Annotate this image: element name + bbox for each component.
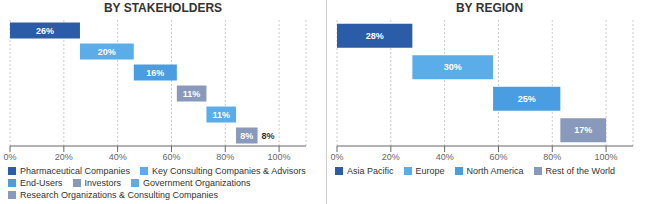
svg-text:11%: 11%: [183, 89, 201, 99]
svg-text:100%: 100%: [595, 152, 618, 162]
svg-text:60%: 60%: [489, 152, 507, 162]
html-text:Government Organizations: Government Organizations: [143, 178, 251, 188]
html-text:End-Users: End-Users: [20, 178, 63, 188]
svg-text:16%: 16%: [146, 68, 164, 78]
svg-text:20%: 20%: [55, 152, 73, 162]
svg-text:20%: 20%: [98, 47, 116, 57]
svg-text:20%: 20%: [382, 152, 400, 162]
html-text:Investors: Investors: [84, 178, 121, 188]
html-text:Europe: Europe: [415, 166, 445, 176]
html-text:Pharmaceutical Companies: Pharmaceutical Companies: [20, 166, 131, 176]
html-text:Asia Pacific: Asia Pacific: [347, 166, 394, 176]
svg-text:8%: 8%: [240, 131, 253, 141]
svg-text:80%: 80%: [543, 152, 561, 162]
html-text:Rest of the World: Rest of the World: [545, 166, 615, 176]
svg-text:11%: 11%: [212, 110, 230, 120]
svg-text:100%: 100%: [268, 152, 291, 162]
svg-text:40%: 40%: [109, 152, 127, 162]
svg-text:80%: 80%: [216, 152, 234, 162]
svg-text:25%: 25%: [518, 94, 536, 104]
svg-text:28%: 28%: [366, 31, 384, 41]
svg-text:26%: 26%: [36, 26, 54, 36]
svg-text:0%: 0%: [330, 152, 343, 162]
html-text:BY STAKEHOLDERS: BY STAKEHOLDERS: [103, 1, 223, 15]
svg-text:30%: 30%: [444, 62, 462, 72]
html-text:BY REGION: BY REGION: [455, 1, 524, 15]
svg-text:0%: 0%: [3, 152, 16, 162]
svg-text:60%: 60%: [162, 152, 180, 162]
html-text:Research Organizations & Consu: Research Organizations & Consulting Comp…: [20, 190, 219, 200]
html-text:North America: North America: [466, 166, 524, 176]
html-text:Key Consulting Companies & Adv: Key Consulting Companies & Advisors: [152, 166, 306, 176]
svg-text:8%: 8%: [262, 131, 275, 141]
svg-text:17%: 17%: [574, 125, 592, 135]
svg-text:40%: 40%: [436, 152, 454, 162]
